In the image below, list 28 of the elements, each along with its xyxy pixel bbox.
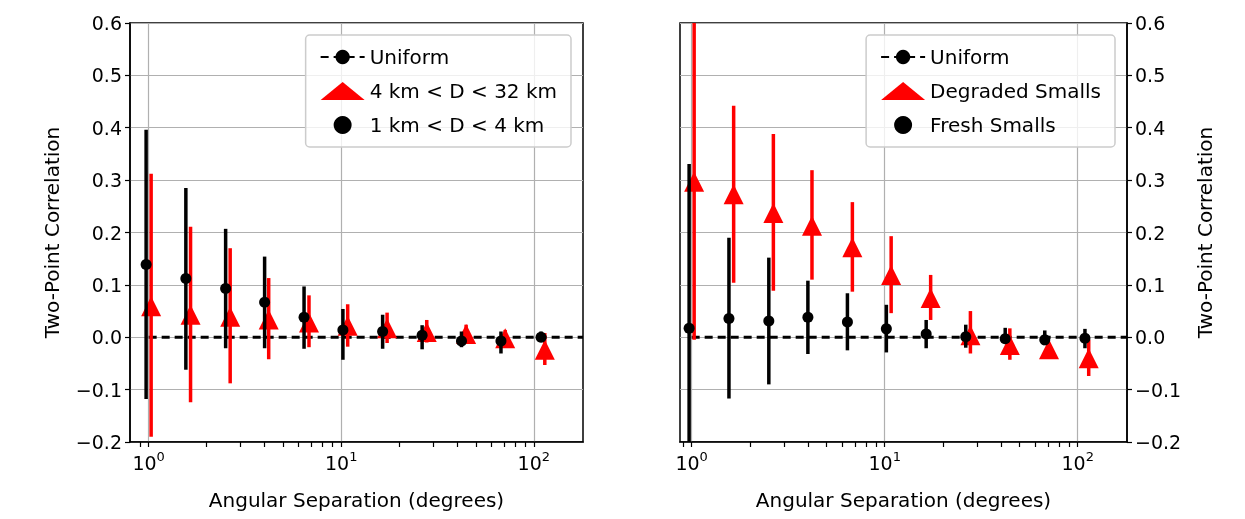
legend-label: Degraded Smalls <box>930 79 1102 103</box>
y-tick-label: 0.5 <box>91 64 122 87</box>
legend-label: Fresh Smalls <box>930 113 1056 137</box>
y-tick-label: 0.6 <box>91 12 122 34</box>
y2-axis-title: Two-Point Correlation <box>1193 126 1217 340</box>
legend-label: Uniform <box>930 45 1010 69</box>
legend-label: Uniform <box>369 45 450 69</box>
y2-tick-label: −0.2 <box>1135 431 1182 453</box>
y2-tick-label: 0.1 <box>1135 273 1166 296</box>
y2-tick-label: 0.6 <box>1135 12 1166 34</box>
legend-label: 1 km < D < 4 km <box>369 113 545 137</box>
y2-tick-label: 0.2 <box>1135 221 1166 244</box>
y-tick-label: 0.4 <box>91 116 122 139</box>
y2-tick-label: 0.0 <box>1135 326 1166 349</box>
y-tick-label: 0.3 <box>91 169 122 192</box>
y-tick-label: 0.0 <box>91 326 122 349</box>
y2-tick-label: 0.3 <box>1135 169 1166 192</box>
y-axis-title: Two-Point Correlation <box>40 126 64 340</box>
y-tick-label: −0.1 <box>75 378 122 401</box>
y-tick-label: 0.2 <box>91 221 122 244</box>
x-axis-title: Angular Separation (degrees) <box>208 488 505 512</box>
y2-tick-label: 0.4 <box>1135 116 1166 139</box>
y2-tick-label: −0.1 <box>1135 378 1182 401</box>
legend-label: 4 km < D < 32 km <box>369 79 558 103</box>
y-tick-label: −0.2 <box>75 431 122 453</box>
y-tick-label: 0.1 <box>91 273 122 296</box>
y2-tick-label: 0.5 <box>1135 64 1166 87</box>
x-axis-title: Angular Separation (degrees) <box>755 488 1052 512</box>
